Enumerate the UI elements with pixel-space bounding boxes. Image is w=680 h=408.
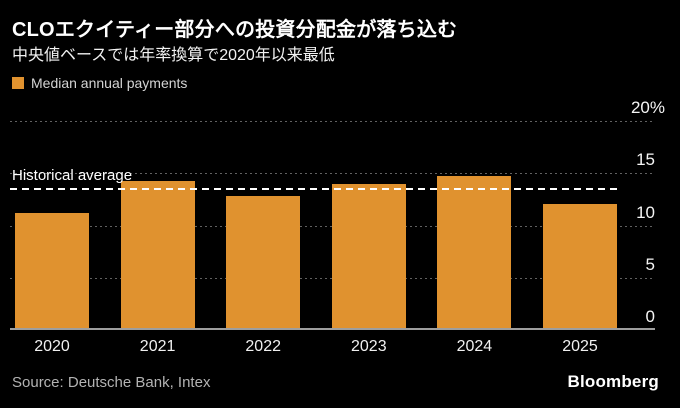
gridline (10, 173, 655, 175)
y-tick-label: 5 (645, 254, 655, 274)
x-axis-line (10, 328, 655, 330)
bloomberg-logo: Bloomberg (567, 372, 659, 391)
legend-swatch-icon (12, 77, 24, 89)
bar-2020 (15, 212, 89, 328)
bar-2023 (331, 183, 406, 328)
bar-2022 (226, 196, 301, 328)
chart-subtitle: 中央値ベースでは年率換算で2020年以来最低 (12, 47, 335, 64)
footer: Source: Deutsche Bank, Intex Bloomberg (12, 371, 659, 393)
bar-2024 (437, 176, 512, 328)
chart-title: CLOエクイティー部分への投資分配金が落ち込む (12, 19, 458, 41)
x-tick-label: 2024 (456, 338, 493, 355)
historical-average-line (10, 187, 617, 190)
x-tick-label: 2020 (34, 338, 70, 355)
bar-2021 (120, 180, 195, 328)
x-tick-label: 2022 (245, 338, 281, 355)
gridline (10, 121, 655, 122)
legend-label: Median annual payments (31, 75, 188, 91)
y-tick-label: 15 (636, 150, 655, 170)
y-tick-label: 20% (630, 98, 665, 117)
y-tick-label: 0 (645, 307, 655, 326)
historical-average-label: Historical average (12, 166, 133, 184)
y-tick-label: 10 (636, 202, 655, 222)
source-text: Source: Deutsche Bank, Intex (12, 373, 211, 391)
bar-chart-plot: 20% 15 10 5 0 Historical average 2020 2021 202… (10, 99, 665, 355)
legend: Median annual payments (12, 76, 187, 90)
x-tick-label: 2023 (351, 338, 387, 355)
bar-2025 (543, 203, 617, 328)
x-tick-label: 2021 (139, 338, 176, 355)
x-tick-label: 2025 (562, 338, 598, 355)
